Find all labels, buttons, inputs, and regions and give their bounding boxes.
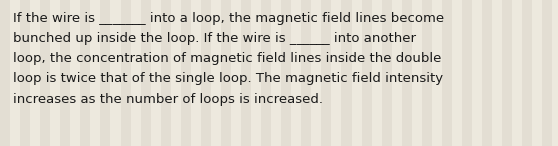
- Bar: [261, 0, 271, 146]
- Text: increases as the number of loops is increased.: increases as the number of loops is incr…: [13, 93, 323, 106]
- Bar: [121, 0, 131, 146]
- Bar: [60, 0, 70, 146]
- Bar: [281, 0, 291, 146]
- Bar: [221, 0, 231, 146]
- Bar: [502, 0, 512, 146]
- Bar: [362, 0, 372, 146]
- Bar: [542, 0, 552, 146]
- Bar: [382, 0, 392, 146]
- Bar: [20, 0, 30, 146]
- Bar: [0, 0, 10, 146]
- Bar: [442, 0, 452, 146]
- Text: loop is twice that of the single loop. The magnetic field intensity: loop is twice that of the single loop. T…: [13, 72, 443, 85]
- Bar: [100, 0, 110, 146]
- Text: loop, the concentration of magnetic field lines inside the double: loop, the concentration of magnetic fiel…: [13, 52, 441, 65]
- Bar: [341, 0, 352, 146]
- Text: bunched up inside the loop. If the wire is ______ into another: bunched up inside the loop. If the wire …: [13, 32, 416, 45]
- Bar: [482, 0, 492, 146]
- Text: If the wire is _______ into a loop, the magnetic field lines become: If the wire is _______ into a loop, the …: [13, 12, 444, 25]
- Bar: [181, 0, 191, 146]
- Bar: [462, 0, 472, 146]
- Bar: [201, 0, 211, 146]
- Bar: [141, 0, 151, 146]
- Bar: [301, 0, 311, 146]
- Bar: [161, 0, 171, 146]
- Bar: [40, 0, 50, 146]
- Bar: [422, 0, 432, 146]
- Bar: [321, 0, 331, 146]
- Bar: [241, 0, 251, 146]
- Bar: [522, 0, 532, 146]
- Bar: [80, 0, 90, 146]
- Bar: [402, 0, 412, 146]
